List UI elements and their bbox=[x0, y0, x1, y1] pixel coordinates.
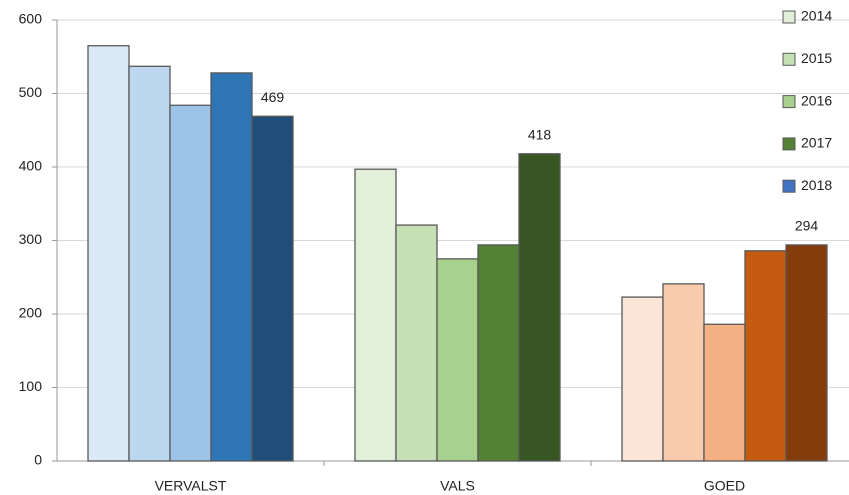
bar bbox=[621, 296, 664, 462]
bar bbox=[703, 323, 746, 462]
data-label: 294 bbox=[795, 218, 819, 234]
y-tick-label: 500 bbox=[19, 84, 43, 100]
y-tick-label: 400 bbox=[19, 158, 43, 174]
bar bbox=[436, 258, 479, 462]
y-tick-label: 600 bbox=[19, 11, 43, 27]
y-tick-label: 100 bbox=[19, 378, 43, 394]
bar bbox=[744, 250, 787, 462]
x-tick-label: GOED bbox=[704, 478, 745, 494]
bar bbox=[251, 115, 294, 462]
bar bbox=[87, 45, 130, 462]
bar bbox=[785, 244, 828, 462]
data-label: 469 bbox=[261, 89, 285, 105]
x-tick-label: VALS bbox=[440, 478, 475, 494]
x-tick-label: VERVALST bbox=[155, 478, 227, 494]
bar bbox=[662, 283, 705, 462]
legend-label: 2014 bbox=[801, 8, 832, 24]
legend-swatch bbox=[782, 179, 796, 193]
y-tick-label: 200 bbox=[19, 305, 43, 321]
data-label: 418 bbox=[528, 126, 552, 142]
bar bbox=[169, 104, 212, 462]
legend-label: 2016 bbox=[801, 92, 832, 108]
bar bbox=[477, 244, 520, 462]
legend-swatch bbox=[782, 95, 796, 109]
bar bbox=[395, 224, 438, 462]
legend-label: 2018 bbox=[801, 177, 832, 193]
legend-swatch bbox=[782, 52, 796, 66]
legend-label: 2015 bbox=[801, 50, 832, 66]
bar bbox=[210, 72, 253, 462]
bar bbox=[518, 153, 561, 462]
y-tick-label: 300 bbox=[19, 231, 43, 247]
bar bbox=[354, 168, 397, 462]
legend-swatch bbox=[782, 137, 796, 151]
legend-swatch bbox=[782, 10, 796, 24]
y-tick-label: 0 bbox=[34, 452, 42, 468]
bar bbox=[128, 65, 171, 462]
legend-label: 2017 bbox=[801, 135, 832, 151]
